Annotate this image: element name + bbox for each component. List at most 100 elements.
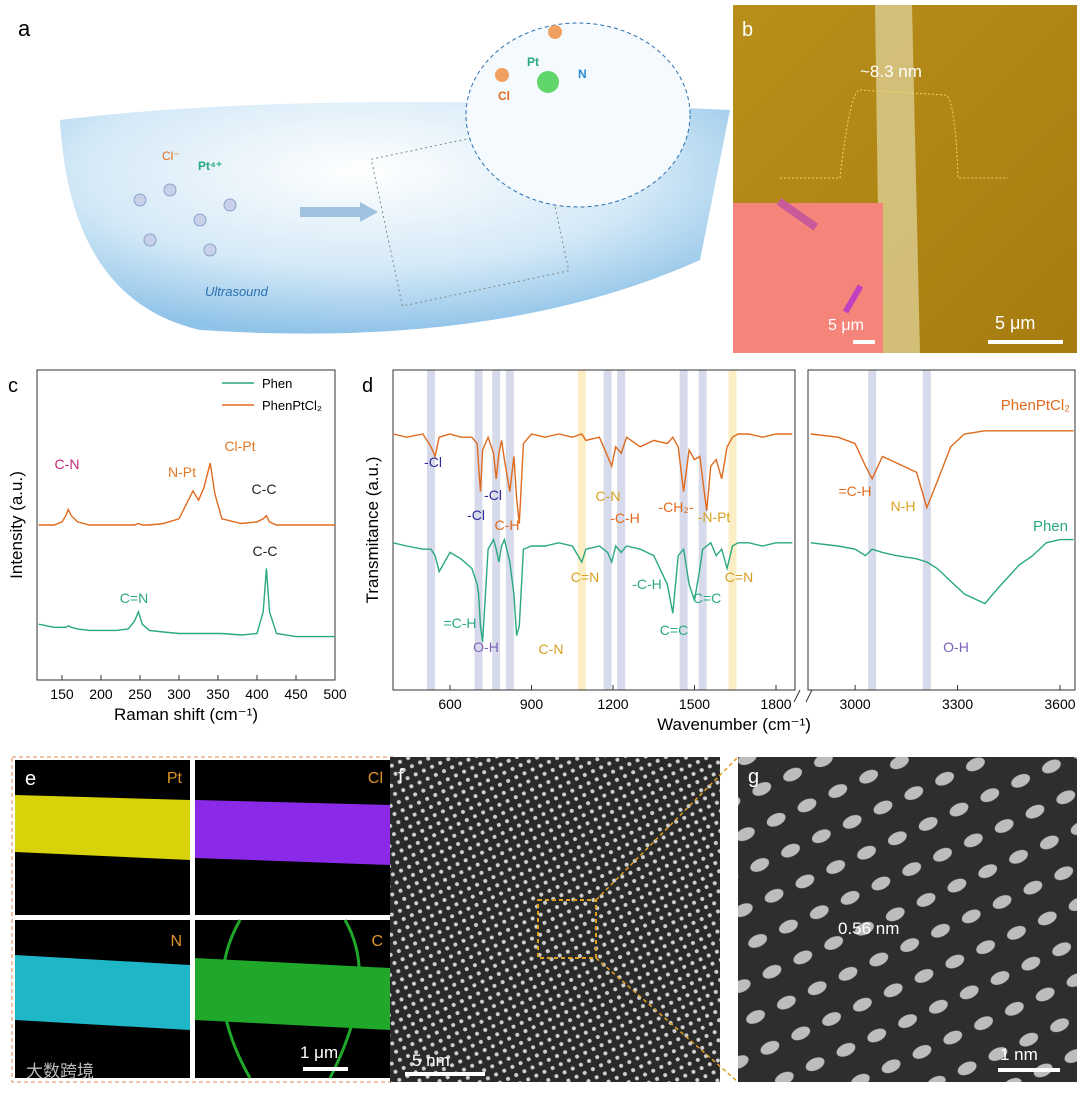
scale-bar — [853, 340, 875, 344]
annotation: C=N — [725, 569, 753, 585]
band — [617, 370, 626, 690]
x-tick-label: 250 — [128, 686, 152, 702]
annotation: C-N — [539, 641, 564, 657]
plot-frame — [392, 369, 796, 691]
series-line — [392, 433, 793, 524]
annotation: C-C — [252, 481, 277, 497]
label: 1 nm — [1000, 1045, 1038, 1064]
panel-b: b ~8.3 nm 5 μm 5 μm — [733, 5, 1077, 353]
annotation: O-H — [943, 639, 969, 655]
label: Pt — [527, 55, 539, 69]
x-axis-title: Wavenumber (cm⁻¹) — [657, 715, 811, 734]
panel-label: f — [398, 766, 404, 788]
series-line — [38, 568, 335, 638]
legend-label: PhenPtCl₂ — [262, 398, 322, 413]
x-tick-label: 400 — [245, 686, 269, 702]
cl-atom — [548, 25, 562, 39]
annotation: C-N — [55, 456, 80, 472]
stripe — [875, 5, 920, 353]
band — [679, 370, 688, 690]
annotation: O-H — [473, 639, 499, 655]
y-axis-title: Intensity (a.u.) — [7, 471, 26, 579]
map-c — [195, 958, 390, 1030]
series-label: PhenPtCl₂ — [1001, 397, 1070, 414]
annotation: -Cl — [424, 454, 442, 470]
x-tick-label: 1800 — [760, 696, 791, 712]
panel-label: c — [8, 375, 18, 397]
map-n — [15, 955, 190, 1030]
annotation: -C-H — [632, 576, 662, 592]
label: C — [371, 933, 383, 950]
annotation: -Cl — [467, 507, 485, 523]
x-tick-label: 600 — [438, 696, 462, 712]
annotation: C=C — [660, 622, 688, 638]
annotation: C=N — [120, 590, 148, 606]
band — [577, 370, 586, 690]
x-tick-label: 300 — [167, 686, 191, 702]
label: Cl — [498, 89, 510, 103]
frame — [11, 756, 394, 1083]
annotation: C-C — [253, 543, 278, 559]
legend-label: Phen — [262, 376, 292, 391]
annotation: =C-H — [838, 483, 871, 499]
band — [922, 370, 931, 690]
band — [603, 370, 612, 690]
annotation: -C-H — [610, 510, 640, 526]
axis-break — [793, 689, 813, 703]
annotation: -Cl — [484, 487, 502, 503]
annotation: N-H — [891, 498, 916, 514]
panel-label: d — [362, 375, 373, 397]
panel-label: b — [742, 19, 753, 41]
x-tick-label: 150 — [50, 686, 74, 702]
panel-label: e — [25, 768, 36, 790]
map-cl — [195, 800, 390, 865]
x-tick-label: 500 — [323, 686, 347, 702]
scale-bar — [988, 340, 1063, 344]
series-line — [38, 462, 335, 526]
label: Cl⁻ — [162, 149, 180, 163]
x-tick-label: 3000 — [840, 696, 871, 712]
annotation: =C-H — [443, 615, 476, 631]
annotation: C=C — [693, 590, 721, 606]
panel-label: a — [18, 16, 31, 41]
scale-bar — [998, 1068, 1060, 1072]
cl-atom — [495, 68, 509, 82]
watermark: 大数跨境 — [26, 1062, 94, 1081]
inset — [733, 203, 883, 353]
band — [868, 370, 877, 690]
label: 5 μm — [828, 317, 864, 334]
zoom-box — [537, 899, 597, 959]
band — [698, 370, 707, 690]
label: Pt⁴⁺ — [198, 159, 222, 173]
annotation: Cl-Pt — [224, 438, 255, 454]
x-tick-label: 3600 — [1044, 696, 1075, 712]
annotation: C=N — [571, 569, 599, 585]
x-tick-label: 1200 — [597, 696, 628, 712]
band — [427, 370, 436, 690]
series-label: Phen — [1033, 518, 1068, 535]
panel-f: f 5 nm — [390, 756, 739, 1083]
x-tick-label: 450 — [284, 686, 308, 702]
annotation: -N-Pt — [698, 509, 731, 525]
scale-bar — [405, 1072, 485, 1076]
band — [505, 370, 514, 690]
map-c-edge — [220, 919, 361, 1079]
label: 1 μm — [300, 1043, 338, 1062]
band — [474, 370, 483, 690]
x-tick-label: 3300 — [942, 696, 973, 712]
band — [728, 370, 737, 690]
x-axis-title: Raman shift (cm⁻¹) — [114, 705, 258, 724]
label: ~8.3 nm — [860, 62, 922, 81]
x-tick-label: 900 — [520, 696, 544, 712]
inset-flake — [776, 198, 819, 231]
inset-flake — [842, 284, 864, 314]
zoom-circle — [465, 22, 691, 208]
panel-e: e Pt Cl N C 1 μm — [11, 756, 394, 1083]
series-line — [392, 537, 793, 643]
annotation: N-Pt — [168, 464, 196, 480]
x-tick-label: 1500 — [679, 696, 710, 712]
panel-label: g — [748, 766, 759, 788]
label: Pt — [167, 770, 183, 787]
series-line — [810, 430, 1074, 510]
label: 5 nm — [412, 1051, 450, 1070]
